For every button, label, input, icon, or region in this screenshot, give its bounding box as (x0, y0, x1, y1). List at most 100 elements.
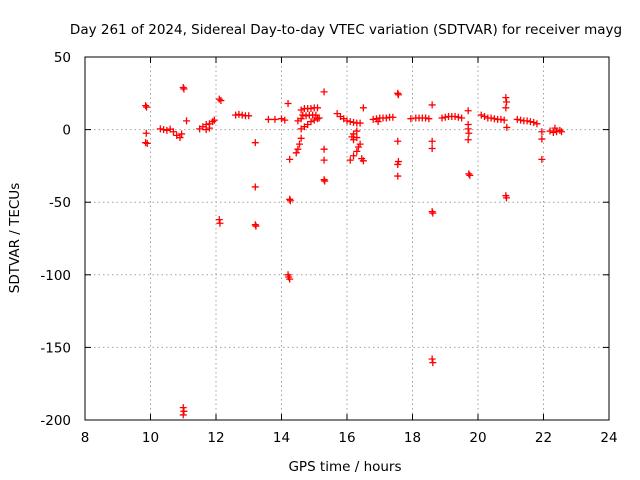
data-point (320, 145, 328, 153)
data-point (205, 124, 213, 132)
y-tick-label: 0 (62, 123, 71, 139)
data-point (142, 102, 150, 110)
data-point (502, 104, 510, 112)
data-point (422, 114, 430, 122)
data-point (299, 111, 307, 119)
data-point (183, 117, 191, 125)
data-point (502, 94, 510, 102)
x-tick-label: 22 (535, 430, 552, 446)
data-point (286, 275, 294, 283)
data-point (343, 117, 351, 125)
data-point (530, 118, 538, 126)
data-point (310, 116, 318, 124)
data-point (179, 83, 187, 91)
data-point (235, 110, 243, 118)
data-point (546, 127, 554, 135)
data-point (389, 113, 397, 121)
data-point (394, 172, 402, 180)
x-axis-label: GPS time / hours (288, 459, 401, 475)
data-point (215, 216, 223, 224)
data-point (210, 116, 218, 124)
data-point (356, 119, 364, 127)
data-point (346, 118, 354, 126)
data-point (180, 85, 188, 93)
data-point (142, 129, 150, 137)
data-point (179, 411, 187, 419)
data-point (533, 120, 541, 128)
data-point (353, 127, 361, 135)
data-point (216, 219, 224, 227)
data-point (294, 145, 302, 153)
x-tick-label: 24 (600, 430, 617, 446)
data-point (502, 98, 510, 106)
data-point (513, 115, 521, 123)
data-point (556, 126, 564, 134)
data-point (321, 177, 329, 185)
data-point (549, 129, 557, 137)
data-point (286, 155, 294, 163)
data-point (286, 195, 294, 203)
data-point (477, 111, 485, 119)
data-point (294, 117, 302, 125)
data-point (503, 123, 511, 131)
data-point (428, 144, 436, 152)
data-point (320, 156, 328, 164)
data-point (438, 114, 446, 122)
data-point (394, 91, 402, 99)
data-point (374, 118, 382, 126)
data-point (209, 118, 217, 126)
data-point (232, 111, 240, 119)
data-point (142, 139, 150, 147)
data-series-sdtvar (142, 83, 566, 419)
data-point (314, 115, 322, 123)
data-point (428, 101, 436, 109)
data-point (314, 104, 322, 112)
data-point (215, 95, 223, 103)
data-point (428, 208, 436, 216)
data-point (394, 158, 402, 166)
data-point (558, 128, 566, 136)
data-point (160, 126, 168, 134)
data-point (464, 136, 472, 144)
y-tick-label: -100 (40, 268, 71, 284)
data-point (297, 134, 305, 142)
data-point (292, 149, 300, 157)
data-point (320, 88, 328, 96)
x-tick-label: 16 (338, 430, 355, 446)
data-point (526, 118, 534, 126)
data-point (359, 104, 367, 112)
data-point (382, 114, 390, 122)
y-tick-label: 50 (54, 50, 71, 66)
data-point (238, 111, 246, 119)
data-point (465, 170, 473, 178)
data-point (307, 105, 315, 113)
data-point (551, 124, 559, 132)
data-point (297, 106, 305, 114)
data-point (350, 152, 358, 160)
data-point (169, 128, 177, 136)
data-point (202, 126, 210, 134)
data-point (538, 155, 546, 163)
data-point (353, 147, 361, 155)
data-point (356, 140, 364, 148)
data-point (178, 130, 186, 138)
data-point (481, 113, 489, 121)
data-point (451, 113, 459, 121)
x-tick-label: 10 (142, 430, 159, 446)
data-point (487, 114, 495, 122)
data-point (458, 114, 466, 122)
x-tick-label: 14 (273, 430, 290, 446)
data-point (251, 139, 259, 147)
data-point (307, 118, 315, 126)
data-point (466, 171, 474, 179)
data-point (284, 99, 292, 107)
plot-frame (84, 56, 610, 421)
data-point (278, 115, 285, 123)
data-point (369, 115, 377, 123)
x-tick-label: 8 (81, 430, 90, 446)
data-point (286, 197, 294, 205)
data-point (428, 355, 436, 363)
y-tick-label: -200 (40, 413, 71, 429)
x-tick-labels: 8 10 12 14 16 18 20 22 24 (81, 430, 618, 446)
